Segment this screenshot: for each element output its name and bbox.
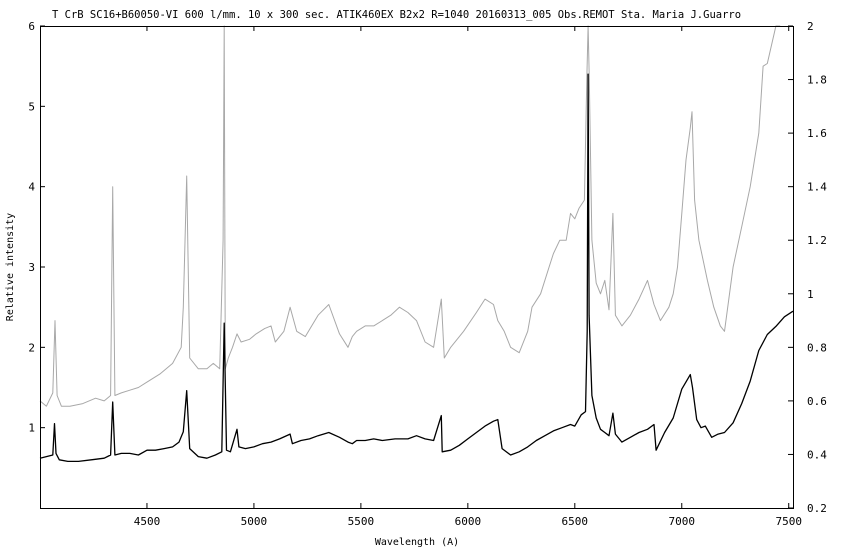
right-tick-label: 1.8 xyxy=(807,74,827,87)
right-tick-label: 0.2 xyxy=(807,502,827,515)
right-tick-label: 2 xyxy=(807,20,814,33)
x-tick-label: 4500 xyxy=(134,515,161,528)
right-axis-ticks: 0.2 0.4 0.6 0.8 1 1.2 1.4 1.6 1.8 2 xyxy=(788,20,827,515)
right-tick-label: 0.8 xyxy=(807,341,827,354)
left-tick-label: 3 xyxy=(28,261,35,274)
x-tick-label: 5000 xyxy=(241,515,268,528)
y-axis-title: Relative intensity xyxy=(5,213,16,321)
right-tick-label: 0.4 xyxy=(807,448,827,461)
x-axis-ticks: 4500 5000 5500 6000 6500 7000 7500 xyxy=(134,26,802,528)
x-axis-title: Wavelength (A) xyxy=(375,537,459,548)
right-tick-label: 1.4 xyxy=(807,181,827,194)
left-tick-label: 5 xyxy=(28,100,35,113)
right-tick-label: 1.6 xyxy=(807,127,827,140)
black-spectrum-line xyxy=(39,73,794,463)
left-tick-label: 2 xyxy=(28,341,35,354)
gray-spectrum-line xyxy=(39,25,781,407)
x-tick-label: 6500 xyxy=(562,515,589,528)
x-tick-label: 7000 xyxy=(669,515,696,528)
left-tick-label: 4 xyxy=(28,181,35,194)
right-tick-label: 1 xyxy=(807,288,814,301)
x-tick-label: 7500 xyxy=(775,515,802,528)
x-tick-label: 5500 xyxy=(348,515,375,528)
x-tick-label: 6000 xyxy=(455,515,482,528)
right-tick-label: 1.2 xyxy=(807,234,827,247)
left-tick-label: 6 xyxy=(28,20,35,33)
series-layer xyxy=(39,25,794,463)
chart-title: T CrB SC16+B60050-VI 600 l/mm. 10 x 300 … xyxy=(52,9,741,21)
right-tick-label: 0.6 xyxy=(807,395,827,408)
left-axis-ticks: 1 2 3 4 5 6 xyxy=(28,20,45,435)
left-tick-label: 1 xyxy=(28,422,35,435)
